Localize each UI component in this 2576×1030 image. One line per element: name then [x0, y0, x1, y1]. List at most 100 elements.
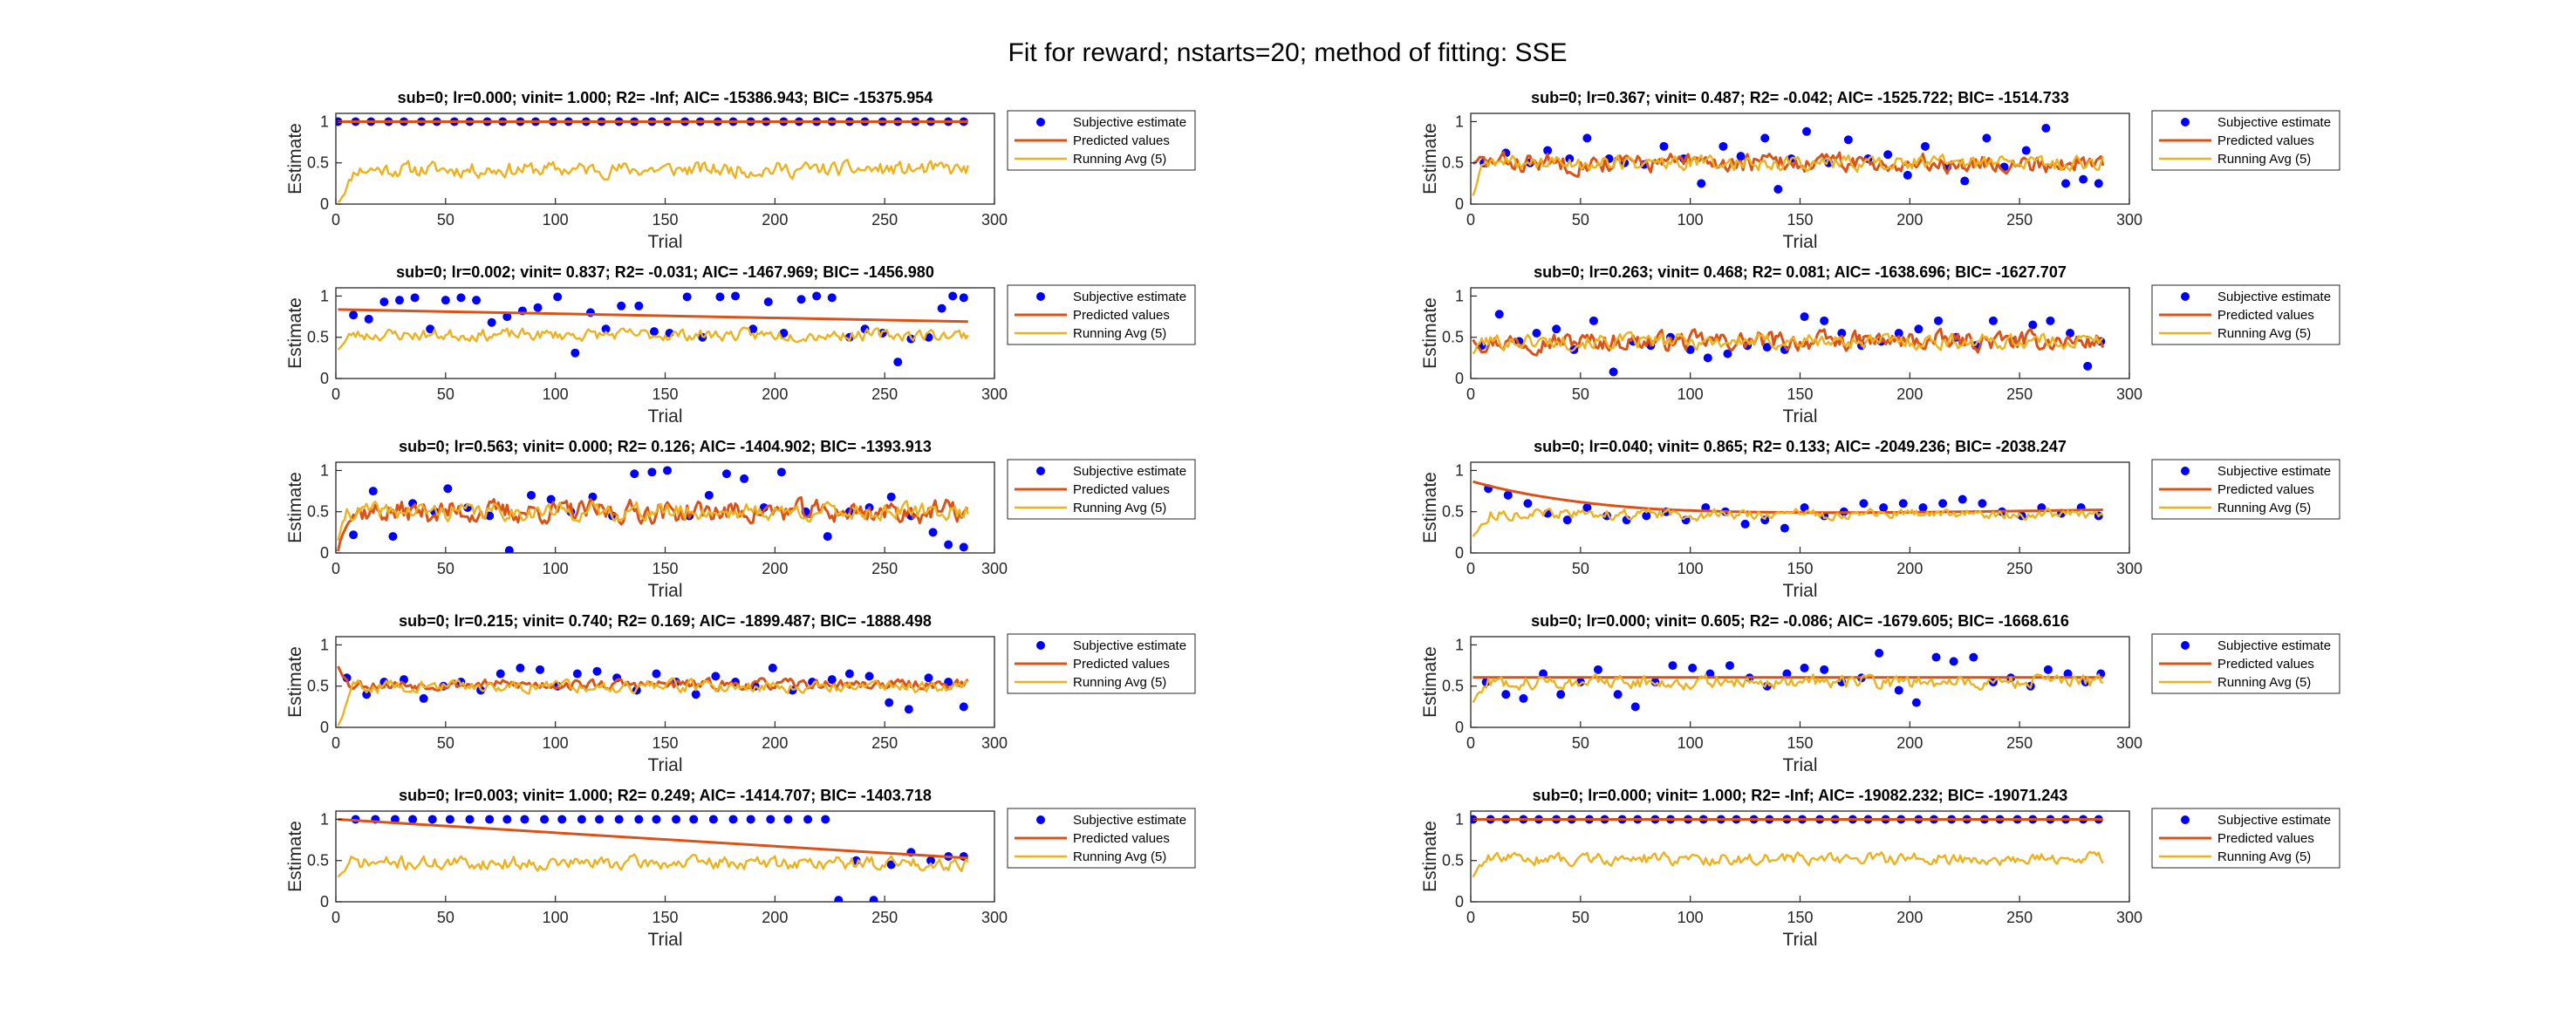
marker-subjective-estimate — [763, 297, 773, 307]
marker-subjective-estimate — [704, 490, 714, 500]
y-tick-label: 0 — [1455, 370, 1464, 387]
y-tick-label: 1 — [1455, 636, 1464, 653]
marker-subjective-estimate — [592, 666, 602, 676]
x-tick-label: 200 — [762, 560, 788, 577]
marker-subjective-estimate — [2046, 316, 2055, 325]
subplot-3: sub=0; lr=0.563; vinit= 0.000; R2= 0.126… — [285, 438, 1196, 601]
x-tick-label: 300 — [981, 211, 1008, 229]
marker-subjective-estimate — [1565, 154, 1575, 163]
marker-subjective-estimate — [926, 856, 936, 865]
x-tick-label: 300 — [2116, 909, 2142, 926]
y-axis-label: Estimate — [285, 297, 305, 369]
line-running-avg — [337, 500, 969, 542]
marker-subjective-estimate — [1938, 499, 1948, 508]
marker-subjective-estimate — [1914, 324, 1923, 334]
subplot-8: sub=0; lr=0.040; vinit= 0.865; R2= 0.133… — [1420, 438, 2340, 601]
marker-subjective-estimate — [937, 304, 946, 313]
marker-subjective-estimate — [1519, 693, 1528, 703]
x-tick-label: 250 — [2006, 385, 2033, 403]
y-tick-label: 1 — [320, 461, 329, 479]
line-running-avg — [337, 853, 969, 878]
x-tick-label: 150 — [1787, 385, 1813, 403]
legend-label: Predicted values — [2217, 831, 2314, 846]
marker-subjective-estimate — [766, 815, 776, 824]
axes-box — [335, 636, 995, 728]
marker-subjective-estimate — [2094, 179, 2103, 188]
marker-subjective-estimate — [1613, 690, 1623, 699]
legend-label: Subjective estimate — [1073, 115, 1186, 130]
legend-marker-subjective-estimate — [1036, 467, 1045, 475]
marker-subjective-estimate — [776, 467, 786, 477]
axes-box — [1470, 113, 2130, 205]
marker-subjective-estimate — [652, 815, 661, 824]
x-tick-label: 100 — [1677, 734, 1704, 752]
x-tick-label: 300 — [981, 734, 1008, 752]
line-predicted-values — [338, 308, 968, 324]
marker-subjective-estimate — [886, 860, 896, 870]
x-tick-label: 150 — [652, 211, 678, 229]
y-tick-label: 0 — [320, 544, 329, 562]
x-tick-label: 200 — [1896, 385, 1923, 403]
marker-subjective-estimate — [823, 532, 832, 542]
x-tick-label: 100 — [1677, 560, 1704, 577]
marker-subjective-estimate — [1875, 648, 1884, 658]
marker-subjective-estimate — [1642, 511, 1651, 521]
marker-subjective-estimate — [445, 815, 454, 824]
axes-box — [1470, 287, 2130, 379]
y-tick-label: 1 — [320, 113, 329, 130]
marker-subjective-estimate — [495, 669, 505, 679]
marker-subjective-estimate — [1820, 665, 1829, 674]
marker-subjective-estimate — [2041, 124, 2051, 133]
marker-subjective-estimate — [731, 291, 741, 301]
line-predicted-values — [338, 818, 968, 860]
x-tick-label: 0 — [1466, 909, 1475, 926]
marker-subjective-estimate — [728, 815, 738, 824]
marker-subjective-estimate — [948, 291, 958, 301]
marker-subjective-estimate — [1978, 499, 1987, 508]
subplot-grid: sub=0; lr=0.000; vinit= 1.000; R2= -Inf;… — [285, 89, 2340, 950]
x-tick-label: 100 — [543, 560, 569, 577]
x-tick-label: 0 — [331, 385, 340, 403]
x-axis-label: Trial — [1782, 755, 1817, 775]
x-tick-label: 250 — [2006, 734, 2033, 752]
x-tick-label: 50 — [437, 385, 454, 403]
marker-subjective-estimate — [1773, 184, 1783, 194]
marker-subjective-estimate — [540, 815, 550, 824]
y-tick-label: 0.5 — [1442, 678, 1464, 695]
y-tick-label: 0 — [1455, 719, 1464, 736]
x-tick-label: 300 — [2116, 385, 2142, 403]
legend-marker-subjective-estimate — [2181, 292, 2190, 301]
marker-subjective-estimate — [1911, 698, 1921, 707]
x-axis-label: Trial — [647, 930, 682, 950]
marker-subjective-estimate — [533, 303, 543, 312]
legend-label: Running Avg (5) — [1073, 849, 1166, 864]
legend-marker-subjective-estimate — [1036, 641, 1045, 650]
line-running-avg — [337, 677, 968, 726]
marker-subjective-estimate — [1898, 499, 1908, 508]
plot-area — [1472, 648, 2106, 712]
marker-subjective-estimate — [869, 896, 878, 902]
subplot-title: sub=0; lr=0.367; vinit= 0.487; R2= -0.04… — [1531, 89, 2069, 106]
marker-subjective-estimate — [1532, 329, 1541, 338]
x-tick-label: 200 — [1896, 211, 1923, 229]
x-axis-label: Trial — [1782, 232, 1817, 252]
x-tick-label: 200 — [1896, 560, 1923, 577]
y-tick-label: 0 — [320, 195, 329, 213]
legend-label: Predicted values — [1073, 831, 1170, 846]
x-axis-label: Trial — [647, 406, 682, 426]
legend-label: Predicted values — [2217, 482, 2314, 497]
marker-subjective-estimate — [924, 673, 933, 683]
y-tick-label: 0.5 — [1442, 503, 1464, 521]
marker-subjective-estimate — [1931, 652, 1941, 662]
marker-subjective-estimate — [1762, 343, 1772, 352]
subplot-title: sub=0; lr=0.000; vinit= 1.000; R2= -Inf;… — [1533, 787, 2068, 804]
marker-subjective-estimate — [1820, 316, 1829, 325]
marker-subjective-estimate — [456, 293, 466, 303]
marker-subjective-estimate — [1960, 176, 1970, 186]
marker-subjective-estimate — [721, 469, 731, 479]
marker-subjective-estimate — [803, 815, 813, 824]
marker-subjective-estimate — [1894, 686, 1903, 695]
marker-subjective-estimate — [1539, 669, 1548, 679]
marker-subjective-estimate — [571, 348, 580, 358]
